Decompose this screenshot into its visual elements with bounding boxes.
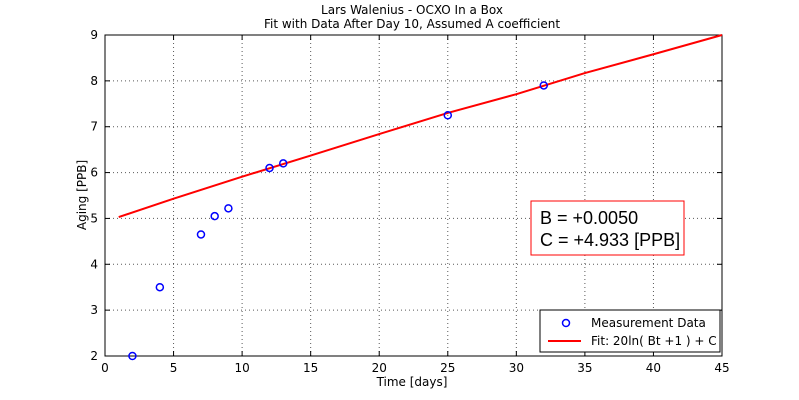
x-tick-label: 45 <box>714 361 729 375</box>
x-tick-label: 30 <box>509 361 524 375</box>
measurement-point <box>443 111 453 120</box>
x-tick-label: 15 <box>303 361 318 375</box>
x-tick-label: 25 <box>440 361 455 375</box>
plot-area <box>105 35 722 356</box>
legend-border <box>539 309 721 353</box>
measurement-point <box>210 211 219 221</box>
x-tick-label: 10 <box>234 361 249 375</box>
annotation-box: B = +0.0050 C = +4.933 [PPB] <box>530 200 685 256</box>
measurement-point <box>539 81 549 90</box>
annotation-border <box>530 200 685 256</box>
chart-title: Lars Walenius - OCXO In a Box <box>321 3 503 17</box>
series-layer <box>118 34 723 361</box>
grid-layer <box>104 34 723 357</box>
measurement-point <box>278 159 288 168</box>
legend-label-measurement: Measurement Data <box>591 316 706 330</box>
measurement-point <box>196 230 206 239</box>
y-tick-label: 4 <box>90 257 98 271</box>
chart-subtitle: Fit with Data After Day 10, Assumed A co… <box>264 17 560 31</box>
measurement-point <box>155 282 165 292</box>
annotation-line-b: B = +0.0050 <box>540 208 638 228</box>
legend-marker-measurement <box>561 318 571 328</box>
y-tick-label: 9 <box>90 28 98 42</box>
legend: Measurement Data Fit: 20ln( Bt +1 ) + C <box>539 309 721 353</box>
measurement-point <box>224 204 233 213</box>
x-tick-label: 40 <box>646 361 661 375</box>
x-tick-label: 20 <box>372 361 387 375</box>
legend-label-fit: Fit: 20ln( Bt +1 ) + C <box>591 334 717 348</box>
plot-border <box>104 34 723 357</box>
y-tick-label: 6 <box>90 166 98 180</box>
y-tick-label: 7 <box>90 120 98 134</box>
y-tick-label: 3 <box>90 303 98 317</box>
y-axis-label: Aging [PPB] <box>75 160 89 230</box>
x-tick-label: 35 <box>577 361 592 375</box>
y-tick-label: 2 <box>90 349 98 363</box>
x-tick-label: 5 <box>170 361 178 375</box>
x-tick-label: 0 <box>101 361 109 375</box>
annotation-line-c: C = +4.933 [PPB] <box>540 230 680 250</box>
measurement-point <box>128 351 137 361</box>
x-axis-label: Time [days] <box>376 375 448 389</box>
measurement-point <box>265 163 274 173</box>
y-tick-label: 8 <box>90 74 98 88</box>
fit-line <box>118 34 723 219</box>
y-tick-label: 5 <box>90 211 98 225</box>
